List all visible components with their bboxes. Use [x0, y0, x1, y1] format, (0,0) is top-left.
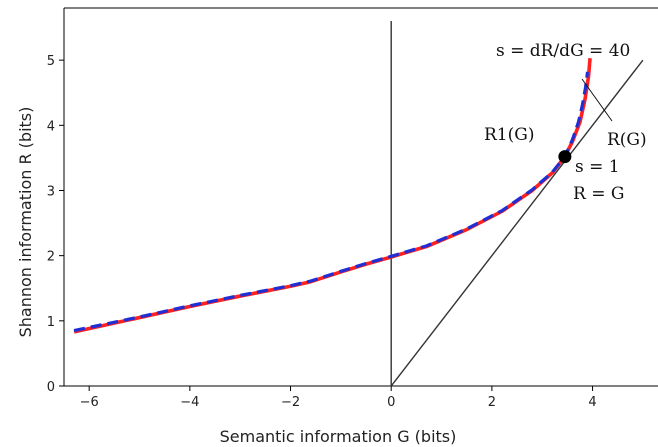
- y-tick-label: 3: [47, 184, 55, 199]
- r-eq-g-annotation: R = G: [573, 184, 624, 204]
- tangent-point: [558, 150, 572, 164]
- r1-label: R1(G): [484, 125, 534, 145]
- y-tick-label: 1: [47, 315, 55, 330]
- y-axis-label: Shannon information R (bits): [16, 107, 35, 338]
- x-axis-label: Semantic information G (bits): [220, 427, 457, 446]
- tick-layer: −6 −4 −2 0 2 4 0 1 2 3 4 5: [47, 54, 597, 410]
- x-tick-label: −6: [80, 395, 99, 410]
- x-tick-label: 0: [387, 395, 395, 410]
- series-line-r1g: [73, 71, 590, 333]
- r-label: R(G): [607, 130, 647, 150]
- x-tick-label: 2: [488, 395, 496, 410]
- series-layer: [73, 58, 592, 334]
- s-one-annotation: s = 1: [575, 157, 620, 177]
- r-label-leader: [581, 78, 613, 122]
- y-tick-label: 4: [47, 119, 55, 134]
- y-tick-label: 0: [47, 380, 55, 395]
- diagonal-line-r-eq-g: [390, 59, 644, 387]
- point-layer: [558, 150, 572, 164]
- plot-frame: [63, 7, 658, 387]
- reference-lines: [390, 21, 644, 387]
- series-line-rg: [73, 58, 592, 334]
- x-tick-label: 4: [588, 395, 596, 410]
- y-tick-label: 2: [47, 250, 55, 265]
- slope-annotation: s = dR/dG = 40: [496, 41, 630, 61]
- x-tick-label: −2: [281, 395, 300, 410]
- x-tick-label: −4: [180, 395, 199, 410]
- y-tick-label: 5: [47, 54, 55, 69]
